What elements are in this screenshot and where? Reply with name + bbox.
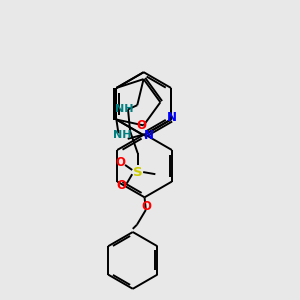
Text: O: O — [142, 200, 152, 213]
Text: N: N — [167, 111, 177, 124]
Text: NH: NH — [115, 103, 133, 114]
Text: O: O — [136, 119, 146, 132]
Text: NH: NH — [112, 130, 131, 140]
Text: N: N — [144, 129, 154, 142]
Text: O: O — [117, 179, 127, 192]
Text: S: S — [133, 166, 142, 178]
Text: O: O — [115, 156, 125, 169]
